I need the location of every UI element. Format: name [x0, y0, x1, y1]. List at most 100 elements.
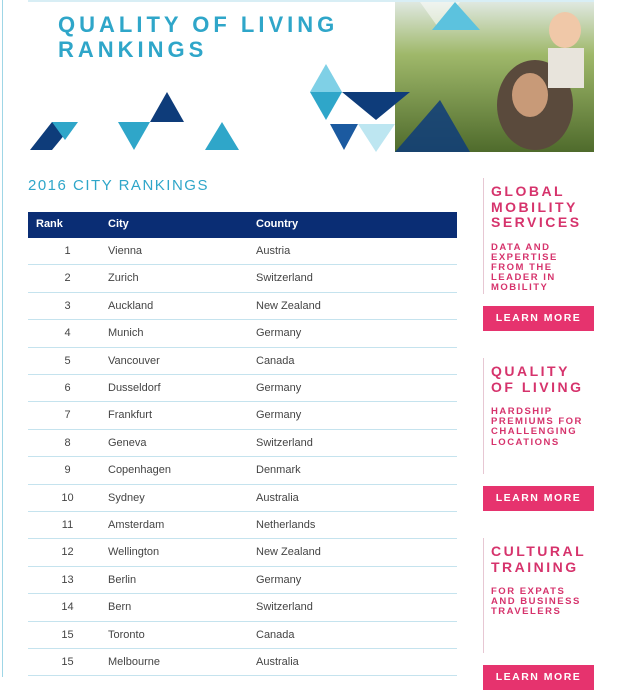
rank: 4 [64, 327, 71, 340]
country: Switzerland [256, 601, 313, 614]
rank: 2 [64, 272, 71, 285]
rank: 6 [64, 382, 71, 394]
rank: 7 [64, 409, 71, 422]
country: New Zealand [256, 299, 321, 312]
card-title: TRAINING [491, 558, 579, 575]
city: Copenhagen [108, 464, 172, 477]
row-separator [28, 401, 457, 403]
country: Switzerland [256, 272, 313, 285]
rank: 8 [64, 436, 71, 449]
header-border [28, 0, 594, 2]
row-separator [28, 593, 457, 595]
row-separator [28, 319, 457, 321]
card-text: LOCATIONS [491, 436, 560, 448]
learn-more-button[interactable]: LEARN MORE [483, 306, 594, 331]
city: Frankfurt [108, 409, 153, 422]
section-title: 2016 CITY RANKINGS [28, 177, 209, 194]
rank: 15 [61, 628, 74, 641]
country: Denmark [256, 464, 301, 477]
city: Auckland [108, 299, 154, 312]
column-header: Country [256, 218, 299, 230]
card-text: LEADER IN [491, 272, 556, 284]
rank: 3 [64, 299, 71, 312]
row-separator [28, 648, 457, 649]
country: Netherlands [256, 519, 316, 531]
card-text: TRAVELERS [491, 606, 562, 618]
row-separator [28, 511, 457, 512]
header-title: QUALITY OF LIVING [58, 12, 339, 37]
country: Germany [256, 327, 302, 340]
card-text: AND BUSINESS [491, 596, 581, 608]
city: Melbourne [108, 656, 160, 668]
rank: 14 [61, 601, 74, 614]
city: Geneva [108, 436, 147, 449]
country: Germany [256, 409, 302, 422]
city: Vienna [108, 245, 143, 257]
card-title: OF LIVING [491, 378, 584, 395]
card-text: DATA AND [491, 241, 551, 253]
card-text: HARDSHIP [491, 406, 553, 417]
card-text: CHALLENGING [491, 426, 578, 438]
card-text: EXPERTISE [491, 251, 558, 263]
rank: 15 [61, 656, 74, 668]
header-title: RANKINGS [58, 37, 208, 62]
country: Germany [256, 382, 302, 394]
rank: 5 [64, 354, 71, 367]
card-title: GLOBAL [491, 183, 566, 199]
row-separator [28, 264, 457, 266]
row-separator [28, 291, 457, 293]
row-separator [28, 374, 457, 375]
card-border [483, 538, 484, 653]
card-border [483, 178, 484, 294]
card-title: CULTURAL [491, 543, 587, 559]
learn-more-button[interactable]: LEARN MORE [483, 486, 594, 511]
card-title: MOBILITY [491, 198, 578, 215]
rank: 11 [61, 519, 74, 531]
rank: 9 [64, 464, 71, 477]
city: Bern [108, 601, 132, 614]
card-title: QUALITY [491, 363, 570, 379]
country: Australia [256, 491, 299, 504]
city: Wellington [108, 546, 160, 559]
row-separator [28, 538, 457, 540]
row-separator [28, 428, 457, 430]
column-header: Rank [36, 218, 63, 230]
country: Germany [256, 573, 302, 586]
rank: 10 [61, 491, 74, 504]
country: New Zealand [256, 546, 321, 559]
card-text: PREMIUMS FOR [491, 416, 583, 428]
city: Amsterdam [108, 519, 165, 531]
city: Toronto [108, 628, 145, 641]
card-title: SERVICES [491, 214, 582, 230]
rank: 12 [61, 546, 74, 559]
country: Australia [256, 656, 299, 668]
rank: 13 [61, 573, 74, 586]
learn-more-button[interactable]: LEARN MORE [483, 665, 594, 690]
city: Dusseldorf [108, 382, 161, 394]
country: Canada [256, 354, 295, 367]
country: Canada [256, 628, 295, 641]
card-text: FOR EXPATS [491, 586, 566, 597]
banner [30, 2, 594, 152]
row-separator [28, 346, 457, 348]
table-header [28, 212, 457, 238]
card-border [483, 358, 484, 474]
city: Munich [108, 327, 144, 340]
row-separator [28, 675, 457, 677]
city: Sydney [108, 491, 145, 504]
row-separator [28, 620, 457, 622]
card-text: MOBILITY [491, 282, 549, 294]
page-border [2, 0, 3, 677]
city: Vancouver [108, 354, 160, 367]
row-separator [28, 483, 457, 485]
row-separator [28, 565, 457, 567]
country: Switzerland [256, 436, 313, 449]
card-text: FROM THE [491, 261, 553, 273]
city: Zurich [108, 272, 139, 285]
row-separator [28, 456, 457, 458]
country: Austria [256, 245, 291, 257]
city: Berlin [108, 573, 137, 586]
rank: 1 [64, 245, 71, 257]
column-header: City [108, 218, 129, 230]
